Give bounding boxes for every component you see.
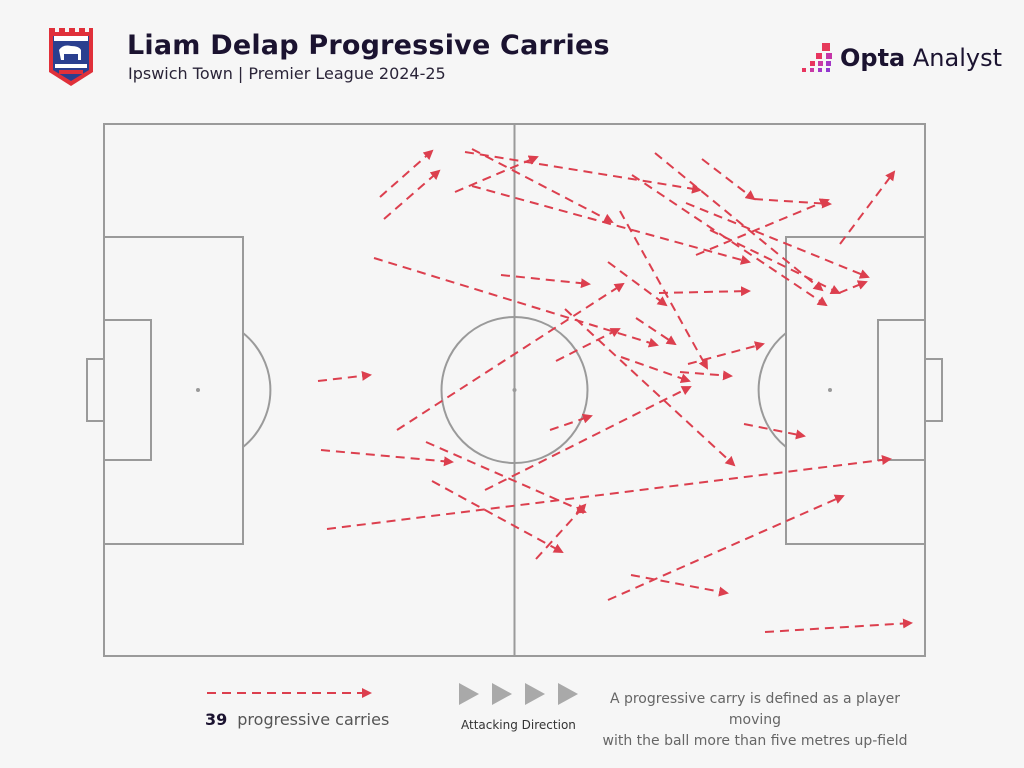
opta-pixel-icon <box>802 43 832 72</box>
carry-arrow <box>620 356 691 384</box>
carry-arrow <box>454 155 539 193</box>
carry-arrow <box>764 618 913 633</box>
carry-arrow <box>658 286 751 297</box>
definition-note: A progressive carry is defined as a play… <box>590 689 920 752</box>
definition-line-2: with the ball more than five metres up-f… <box>602 733 908 749</box>
ipswich-crest-icon <box>49 28 93 86</box>
carry-arrow <box>564 308 736 467</box>
chart-subtitle: Ipswich Town | Premier League 2024-25 <box>128 64 446 83</box>
carry-arrow <box>630 574 729 597</box>
attacking-direction-label: Attacking Direction <box>461 718 576 732</box>
carry-arrow <box>839 170 896 245</box>
carry-arrow <box>685 202 870 279</box>
carry-arrow <box>695 198 830 256</box>
carry-arrow <box>320 449 454 467</box>
carry-arrow <box>549 413 593 431</box>
brand-light: Analyst <box>912 44 1003 72</box>
carry-arrow <box>555 328 621 362</box>
carry-arrow <box>679 370 733 381</box>
carry-count-legend: 39 progressive carries <box>205 710 389 729</box>
brand-bold: Opta <box>840 44 906 72</box>
carry-arrow <box>425 441 587 514</box>
carry-arrow <box>396 282 625 431</box>
carry-arrow <box>607 261 668 307</box>
pitch-lines <box>86 123 943 657</box>
carry-arrow <box>379 149 434 198</box>
carry-arrows <box>317 148 913 633</box>
carry-arrow <box>471 148 614 223</box>
carry-arrow <box>431 480 564 553</box>
carry-arrow <box>471 185 751 265</box>
carry-arrow <box>607 494 845 601</box>
chart-title: Liam Delap Progressive Carries <box>127 30 610 61</box>
attacking-direction-icon <box>459 683 578 705</box>
carry-arrow <box>383 169 441 220</box>
carry-arrow <box>701 158 756 201</box>
carry-arrow <box>619 210 708 370</box>
carry-count: 39 <box>205 710 228 729</box>
carry-arrow <box>326 455 892 530</box>
carry-arrow <box>464 151 702 194</box>
carry-arrow <box>753 198 832 209</box>
carry-arrow <box>631 174 828 307</box>
carry-arrow <box>484 386 692 491</box>
carry-arrow <box>654 152 824 292</box>
carry-arrow <box>535 503 587 560</box>
carry-arrow <box>635 317 677 346</box>
carry-count-label: progressive carries <box>237 710 390 729</box>
carry-arrow <box>687 341 765 365</box>
opta-analyst-logo: Opta Analyst <box>798 40 1002 76</box>
carry-arrow <box>743 423 806 440</box>
definition-line-1: A progressive carry is defined as a play… <box>609 691 901 728</box>
carry-arrow <box>838 280 868 294</box>
carry-arrow <box>317 370 372 382</box>
